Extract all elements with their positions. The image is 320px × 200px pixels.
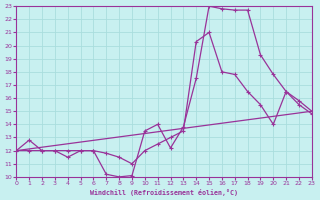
X-axis label: Windchill (Refroidissement éolien,°C): Windchill (Refroidissement éolien,°C) [90,189,238,196]
